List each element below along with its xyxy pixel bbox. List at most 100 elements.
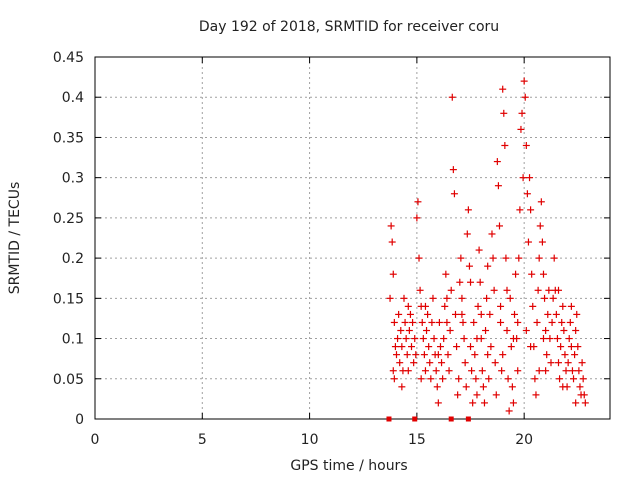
- data-point: [512, 270, 520, 278]
- data-point: [412, 351, 420, 359]
- y-tick-label: 0.3: [62, 171, 84, 187]
- data-point: [579, 375, 587, 383]
- data-points: [386, 77, 589, 422]
- data-point: [427, 375, 435, 383]
- data-point: [526, 174, 534, 182]
- data-point: [414, 198, 422, 206]
- data-point: [541, 294, 549, 302]
- data-point: [557, 343, 565, 351]
- y-tick-label: 0.25: [53, 211, 84, 227]
- data-point: [440, 335, 448, 343]
- data-point: [447, 286, 455, 294]
- data-point: [535, 254, 543, 262]
- data-point: [545, 286, 553, 294]
- data-point: [499, 351, 507, 359]
- data-point: [454, 391, 462, 399]
- data-point: [538, 238, 546, 246]
- data-point: [455, 375, 463, 383]
- data-point: [578, 359, 586, 367]
- data-point: [523, 190, 531, 198]
- data-point: [456, 278, 464, 286]
- data-point: [558, 318, 566, 326]
- y-tick-label: 0.4: [62, 90, 84, 106]
- data-point: [534, 286, 542, 294]
- data-point: [571, 351, 579, 359]
- data-point: [402, 335, 410, 343]
- data-point: [520, 77, 528, 85]
- data-point: [462, 383, 470, 391]
- zero-marker: [412, 416, 418, 422]
- data-point: [517, 125, 525, 133]
- data-point: [408, 343, 416, 351]
- x-tick-label: 10: [301, 432, 319, 448]
- data-point: [499, 85, 507, 93]
- y-tick-label: 0: [75, 412, 84, 428]
- data-point: [430, 335, 438, 343]
- data-point: [434, 351, 442, 359]
- x-tick-label: 0: [91, 432, 100, 448]
- data-point: [397, 327, 405, 335]
- data-point: [527, 206, 535, 214]
- data-point: [537, 198, 545, 206]
- data-point: [428, 318, 436, 326]
- data-point: [434, 399, 442, 407]
- data-point: [531, 375, 539, 383]
- data-point: [443, 318, 451, 326]
- zero-marker: [448, 416, 454, 422]
- y-axis-label: SRMTID / TECUs: [7, 182, 23, 295]
- data-point: [494, 182, 502, 190]
- data-point: [421, 367, 429, 375]
- data-point: [392, 351, 400, 359]
- data-point: [480, 399, 488, 407]
- data-point: [398, 383, 406, 391]
- data-point: [574, 343, 582, 351]
- data-point: [459, 318, 467, 326]
- data-point: [450, 190, 458, 198]
- data-point: [395, 310, 403, 318]
- data-point: [561, 351, 569, 359]
- data-point: [570, 375, 578, 383]
- y-tick-label: 0.2: [62, 251, 84, 267]
- data-point: [564, 359, 572, 367]
- data-point: [461, 359, 469, 367]
- data-point: [536, 222, 544, 230]
- chart-title: Day 192 of 2018, SRMTID for receiver cor…: [199, 19, 499, 35]
- x-axis-label: GPS time / hours: [290, 458, 407, 474]
- data-point: [535, 367, 543, 375]
- data-point: [506, 294, 514, 302]
- data-point: [501, 141, 509, 149]
- data-point: [522, 141, 530, 149]
- data-point: [401, 318, 409, 326]
- data-point: [568, 367, 576, 375]
- data-point: [529, 302, 537, 310]
- data-point: [544, 310, 552, 318]
- data-point: [581, 399, 589, 407]
- zero-marker: [465, 416, 471, 422]
- data-point: [560, 327, 568, 335]
- data-point: [416, 286, 424, 294]
- data-point: [426, 359, 434, 367]
- data-point: [410, 359, 418, 367]
- data-point: [567, 343, 575, 351]
- data-point: [391, 343, 399, 351]
- data-point: [406, 310, 414, 318]
- data-point: [553, 335, 561, 343]
- data-point: [473, 335, 481, 343]
- data-point: [500, 109, 508, 117]
- data-point: [394, 335, 402, 343]
- data-point: [550, 254, 558, 262]
- data-point: [572, 399, 580, 407]
- data-point: [575, 367, 583, 375]
- data-point: [448, 93, 456, 101]
- data-point: [565, 335, 573, 343]
- data-point: [396, 359, 404, 367]
- data-point: [389, 270, 397, 278]
- data-point: [533, 318, 541, 326]
- data-point: [521, 93, 529, 101]
- data-point: [400, 294, 408, 302]
- data-point: [542, 367, 550, 375]
- data-point: [463, 230, 471, 238]
- data-point: [457, 254, 465, 262]
- data-point: [444, 351, 452, 359]
- data-point: [532, 391, 540, 399]
